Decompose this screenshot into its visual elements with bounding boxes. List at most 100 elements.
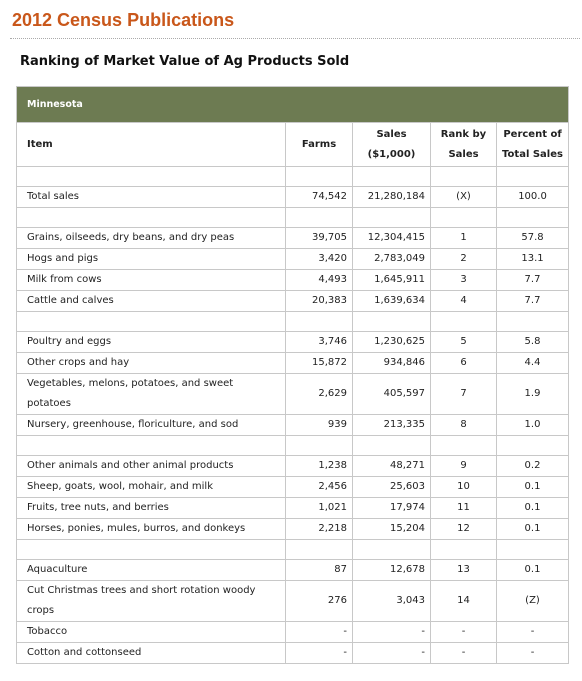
spacer-cell <box>495 435 570 456</box>
cell: 6 <box>430 352 497 374</box>
header-text: Percent of <box>503 128 562 140</box>
cell: 48,271 <box>352 455 431 477</box>
cell: 25,603 <box>352 476 431 498</box>
cell: Vegetables, melons, potatoes, and sweet … <box>16 373 286 415</box>
cell: Fruits, tree nuts, and berries <box>16 497 286 519</box>
cell: 2,783,049 <box>352 248 431 270</box>
cell: 2,456 <box>285 476 353 498</box>
cell: 11 <box>430 497 497 519</box>
spacer-cell <box>495 207 570 228</box>
cell: 276 <box>285 580 353 622</box>
cell: 1,645,911 <box>352 269 431 291</box>
state-row: Minnesota <box>15 86 570 123</box>
spacer-cell <box>16 311 286 332</box>
cell: 7.7 <box>495 290 570 312</box>
cell: 12,678 <box>352 559 431 581</box>
cell: - <box>285 642 353 664</box>
data-row: Nursery, greenhouse, floriculture, and s… <box>16 414 570 436</box>
cell: 1.9 <box>495 373 570 415</box>
spacer-cell <box>285 207 353 228</box>
data-row: Sheep, goats, wool, mohair, and milk 2,45… <box>16 476 570 498</box>
cell: 0.1 <box>495 518 570 540</box>
cell: 5.8 <box>495 331 570 353</box>
column-header: Sales ($1,000) <box>352 122 431 167</box>
data-row: Cotton and cottonseed - - - - <box>16 642 570 664</box>
spacer-cell <box>352 207 431 228</box>
cell: Other crops and hay <box>16 352 286 374</box>
header-text: Total Sales <box>502 148 563 160</box>
cell: - <box>430 642 497 664</box>
cell: - <box>430 621 497 643</box>
cell: Other animals and other animal products <box>16 455 286 477</box>
spacer-cell <box>430 435 497 456</box>
data-row: Cut Christmas trees and short rotation w… <box>16 580 570 622</box>
cell: 3,746 <box>285 331 353 353</box>
cell: 1 <box>430 227 497 249</box>
header-text: Sales <box>376 128 407 140</box>
data-row: Milk from cows 4,493 1,645,911 3 7.7 <box>16 269 570 291</box>
data-row: Cattle and calves 20,383 1,639,634 4 7.7 <box>16 290 570 312</box>
cell: (Z) <box>495 580 570 622</box>
cell: 1,230,625 <box>352 331 431 353</box>
spacer-cell <box>16 435 286 456</box>
cell: 0.1 <box>495 559 570 581</box>
column-header: Farms <box>285 122 353 167</box>
cell: Cut Christmas trees and short rotation w… <box>16 580 286 622</box>
cell: - <box>495 642 570 664</box>
spacer-cell <box>430 539 497 560</box>
data-row: Poultry and eggs 3,746 1,230,625 5 5.8 <box>16 331 570 353</box>
cell: 15,204 <box>352 518 431 540</box>
cell: 0.1 <box>495 476 570 498</box>
cell: Total sales <box>16 186 286 208</box>
cell: 57.8 <box>495 227 570 249</box>
cell: Aquaculture <box>16 559 286 581</box>
spacer-row <box>16 539 570 560</box>
cell: 87 <box>285 559 353 581</box>
spacer-cell <box>352 435 431 456</box>
spacer-row <box>16 311 570 332</box>
cell: 7.7 <box>495 269 570 291</box>
data-row: Hogs and pigs 3,420 2,783,049 2 13.1 <box>16 248 570 270</box>
spacer-cell <box>16 207 286 228</box>
cell: 17,974 <box>352 497 431 519</box>
cell: 13 <box>430 559 497 581</box>
data-table: Minnesota Item Farms Sales ($1,000) Rank by S… <box>15 86 570 664</box>
column-header: Rank by Sales <box>430 122 497 167</box>
cell: Cotton and cottonseed <box>16 642 286 664</box>
spacer-cell <box>430 166 497 187</box>
spacer-cell <box>285 311 353 332</box>
spacer-cell <box>285 539 353 560</box>
cell: 1.0 <box>495 414 570 436</box>
spacer-cell <box>16 166 286 187</box>
cell: - <box>352 621 431 643</box>
spacer-cell <box>285 166 353 187</box>
cell: - <box>352 642 431 664</box>
spacer-cell <box>495 539 570 560</box>
cell: Horses, ponies, mules, burros, and donke… <box>16 518 286 540</box>
data-row: Total sales 74,542 21,280,184 (X) 100.0 <box>16 186 570 208</box>
cell: 3,043 <box>352 580 431 622</box>
cell: Cattle and calves <box>16 290 286 312</box>
cell: 74,542 <box>285 186 353 208</box>
data-row: Vegetables, melons, potatoes, and sweet … <box>16 373 570 415</box>
header-text: Farms <box>301 138 337 150</box>
data-row: Tobacco - - - - <box>16 621 570 643</box>
data-row: Aquaculture 87 12,678 13 0.1 <box>16 559 570 581</box>
cell: Poultry and eggs <box>16 331 286 353</box>
cell: 15,872 <box>285 352 353 374</box>
cell: 213,335 <box>352 414 431 436</box>
cell: 8 <box>430 414 497 436</box>
divider <box>10 38 580 39</box>
cell: 3 <box>430 269 497 291</box>
cell: 39,705 <box>285 227 353 249</box>
cell: 13.1 <box>495 248 570 270</box>
cell: 7 <box>430 373 497 415</box>
cell: Nursery, greenhouse, floriculture, and s… <box>16 414 286 436</box>
cell: 934,846 <box>352 352 431 374</box>
cell: 12,304,415 <box>352 227 431 249</box>
data-row: Fruits, tree nuts, and berries 1,021 17,97… <box>16 497 570 519</box>
cell: Hogs and pigs <box>16 248 286 270</box>
data-row: Horses, ponies, mules, burros, and donke… <box>16 518 570 540</box>
spacer-row <box>16 166 570 187</box>
